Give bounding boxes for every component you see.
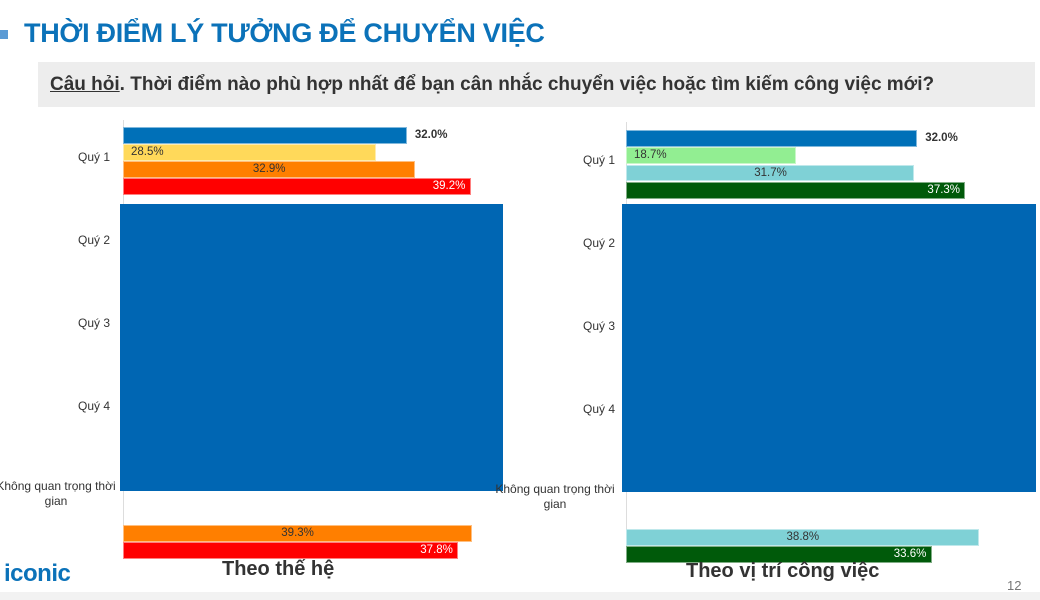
bar-generation-s3-4 [123,542,459,559]
question-prefix: Câu hỏi [50,74,120,95]
bar-position-s2-0 [626,164,915,182]
page-title: THỜI ĐIỂM LÝ TƯỞNG ĐỂ CHUYỂN VIỆC [24,18,545,48]
data-label: 39.3% [281,527,314,539]
category-label: Quý 4 [582,402,615,416]
data-label: 32.0% [925,132,958,144]
bar-position-s2-4 [626,528,980,546]
title-accent [0,30,8,39]
bar-generation-s2-0 [123,161,415,178]
footer-band [0,592,1040,600]
category-label: Quý 1 [77,150,110,164]
question-text: Câu hỏi. Thời điểm nào phù hợp nhất để b… [50,74,934,96]
data-label: 32.9% [252,163,286,175]
chart-caption-generation: Theo thế hệ [222,558,335,580]
page-number: 12 [1007,578,1022,593]
bar-generation-s0-0 [123,127,407,144]
bar-generation-s2-4 [123,525,472,542]
data-label: 18.7% [634,149,667,162]
category-label: Không quan trọng thời gian [0,479,116,508]
data-label: 38.8% [786,530,820,543]
data-label: 32.0% [414,129,448,141]
data-label: 37.3% [927,183,961,196]
bar-generation-s1-0 [123,144,376,161]
data-label: 39.2% [432,180,466,192]
data-label: 33.6% [893,548,927,561]
category-label: Quý 1 [582,153,615,167]
bar-position-s1-0 [626,147,797,165]
category-label: Quý 2 [582,236,615,250]
data-label: 37.8% [420,544,453,556]
data-label: 28.5% [131,146,164,158]
bar-position-s0-0 [626,130,918,147]
chart-caption-job-position: Theo vị trí công việc [686,560,880,582]
bar-position-s3-0 [626,181,966,199]
category-label: Quý 3 [77,316,110,330]
category-label: Quý 3 [582,319,615,333]
category-label: Quý 4 [77,399,110,413]
data-label: 31.7% [754,166,787,179]
blue-overlay-rectangle [622,204,1036,492]
iconic-logo: iconic [4,560,71,587]
bar-generation-s3-0 [123,178,471,195]
question-body: . Thời điểm nào phù hợp nhất để bạn cân … [119,74,935,95]
bar-position-s3-4 [626,546,932,563]
question-box [38,62,1035,107]
category-label: Quý 2 [77,233,110,247]
blue-overlay-rectangle [120,204,503,491]
category-label: Không quan trọng thời gian [495,482,615,511]
